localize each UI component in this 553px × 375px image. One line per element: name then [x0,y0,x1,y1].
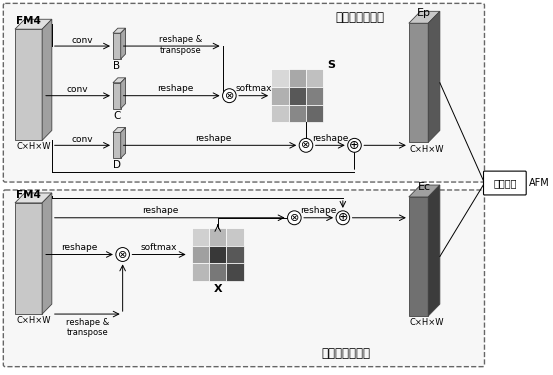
Polygon shape [42,19,52,140]
Bar [271,69,289,87]
Text: reshape: reshape [300,206,337,215]
Polygon shape [121,128,126,158]
Polygon shape [15,203,42,314]
Bar [226,246,244,263]
Text: Ec: Ec [418,182,431,192]
Text: ⊗: ⊗ [290,213,299,223]
Text: 通道注意力模块: 通道注意力模块 [321,347,371,360]
Bar [191,246,209,263]
Polygon shape [409,185,440,197]
Text: FM4: FM4 [16,190,41,200]
Circle shape [336,211,349,225]
Text: X: X [213,284,222,294]
Text: reshape &: reshape & [159,34,202,44]
Bar [209,263,226,281]
Bar [306,105,324,123]
Polygon shape [15,19,52,29]
Text: reshape: reshape [312,134,348,143]
Polygon shape [113,128,126,132]
Text: reshape &: reshape & [66,318,109,327]
Circle shape [288,211,301,225]
Text: B: B [113,61,121,71]
Circle shape [116,248,129,261]
Bar [271,87,289,105]
Text: reshape: reshape [142,206,178,215]
Text: AFM: AFM [529,178,550,188]
Text: reshape: reshape [195,134,232,143]
Text: conv: conv [67,85,88,94]
Text: softmax: softmax [141,243,178,252]
Text: C×H×W: C×H×W [410,145,444,154]
Bar [289,87,306,105]
Polygon shape [121,78,126,109]
Polygon shape [121,28,126,59]
Text: FM4: FM4 [16,16,41,26]
Polygon shape [113,78,126,83]
Polygon shape [428,11,440,142]
Polygon shape [15,193,52,203]
Text: conv: conv [71,135,93,144]
Polygon shape [113,83,121,109]
Text: C×H×W: C×H×W [410,318,444,327]
Text: S: S [327,60,335,70]
Circle shape [299,138,313,152]
Text: transpose: transpose [66,328,108,338]
Text: C: C [113,111,121,120]
FancyBboxPatch shape [3,190,484,367]
Polygon shape [409,23,428,142]
FancyBboxPatch shape [3,3,484,182]
Bar [226,228,244,246]
Text: conv: conv [71,36,93,45]
Bar [209,246,226,263]
Polygon shape [15,29,42,140]
Bar [209,228,226,246]
Text: C×H×W: C×H×W [17,315,51,324]
Text: softmax: softmax [236,84,272,93]
Bar [289,105,306,123]
Circle shape [222,89,236,103]
Bar [306,87,324,105]
Bar [271,105,289,123]
Polygon shape [409,11,440,23]
Polygon shape [42,193,52,314]
Text: reshape: reshape [61,243,97,252]
Polygon shape [113,28,126,33]
Polygon shape [113,132,121,158]
Bar [191,263,209,281]
Text: ⊕: ⊕ [349,139,360,152]
Bar [289,69,306,87]
Text: 位置注意力模块: 位置注意力模块 [336,11,385,24]
Text: ⊕: ⊕ [337,211,348,224]
Text: D: D [113,160,121,170]
Bar [191,228,209,246]
Text: C×H×W: C×H×W [17,142,51,151]
Polygon shape [428,185,440,316]
Circle shape [348,138,361,152]
Polygon shape [113,33,121,59]
Polygon shape [409,197,428,316]
Text: ⊗: ⊗ [225,91,234,101]
Bar [226,263,244,281]
Text: transpose: transpose [160,45,202,54]
Text: Ep: Ep [418,8,431,18]
Text: ⊗: ⊗ [118,249,127,259]
Text: 相加融合: 相加融合 [493,178,517,188]
Text: ⊗: ⊗ [301,140,311,150]
FancyBboxPatch shape [483,171,526,195]
Bar [306,69,324,87]
Text: reshape: reshape [157,84,193,93]
